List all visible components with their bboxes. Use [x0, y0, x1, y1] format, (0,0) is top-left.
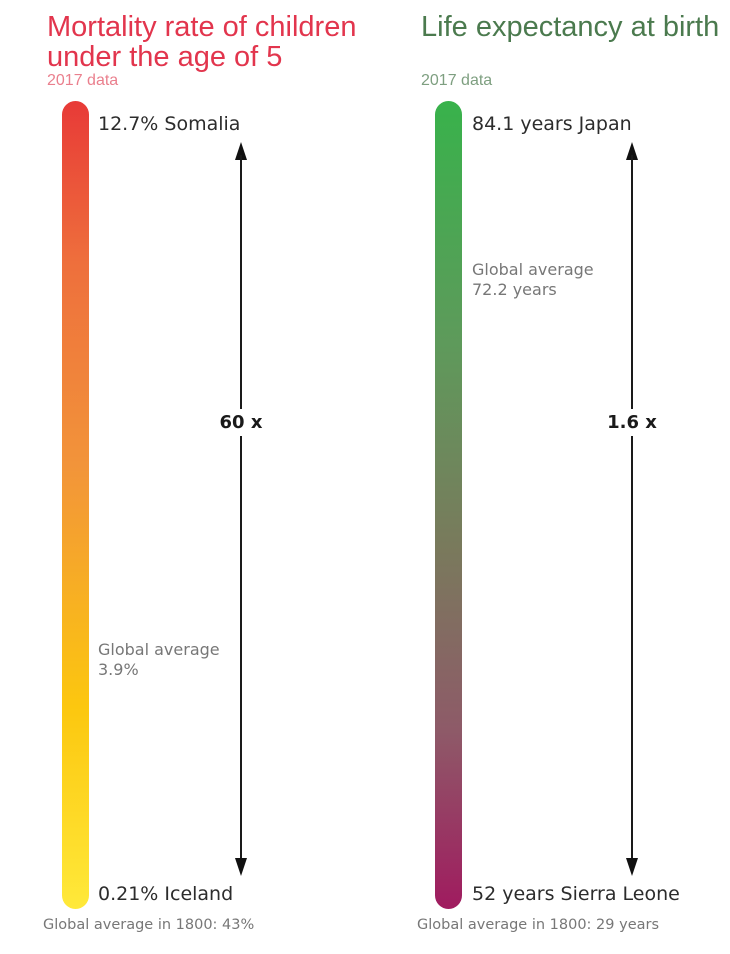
mortality-footnote: Global average in 1800: 43% [43, 917, 255, 933]
life-expectancy-gradient-bar [435, 101, 462, 909]
mortality-gradient-bar [62, 101, 89, 909]
mortality-range-arrow [240, 155, 242, 865]
life-expectancy-range-arrow [631, 155, 633, 865]
mortality-panel: Mortality rate of children under the age… [43, 12, 356, 933]
mortality-title: Mortality rate of children under the age… [47, 11, 357, 73]
mortality-global-average: Global average 3.9% [98, 640, 220, 680]
life-expectancy-title: Life expectancy at birth [421, 11, 720, 43]
life-expectancy-subtitle: 2017 data [421, 72, 493, 89]
life-expectancy-footnote: Global average in 1800: 29 years [417, 917, 660, 933]
mortality-top-label: 12.7% Somalia [98, 113, 241, 135]
mortality-ratio: 60 x [210, 409, 272, 436]
arrow-down-icon [235, 858, 247, 876]
life-expectancy-average-label: Global average [472, 260, 594, 279]
arrow-up-icon [235, 142, 247, 160]
mortality-average-label: Global average [98, 640, 220, 659]
life-expectancy-top-label: 84.1 years Japan [472, 113, 632, 135]
arrow-up-icon [626, 142, 638, 160]
life-expectancy-global-average: Global average 72.2 years [472, 260, 594, 300]
life-expectancy-ratio: 1.6 x [597, 409, 667, 436]
life-expectancy-average-value: 72.2 years [472, 280, 557, 299]
life-expectancy-panel: Life expectancy at birth 2017 data 84.1 … [400, 0, 730, 954]
mortality-average-value: 3.9% [98, 660, 139, 679]
mortality-subtitle: 2017 data [47, 72, 119, 89]
arrow-down-icon [626, 858, 638, 876]
life-expectancy-bottom-label: 52 years Sierra Leone [472, 883, 680, 905]
mortality-bottom-label: 0.21% Iceland [98, 883, 234, 905]
